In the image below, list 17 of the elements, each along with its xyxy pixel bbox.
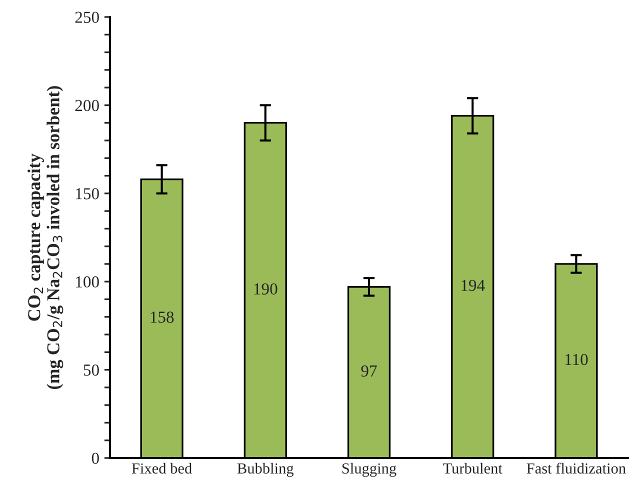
data-label: 110	[565, 354, 588, 366]
y-tick-label: 150	[76, 188, 99, 200]
y-tick-label: 50	[84, 364, 99, 376]
data-label: 190	[254, 283, 278, 295]
data-label: 158	[150, 312, 174, 323]
x-tick-label: Slugging	[342, 462, 396, 477]
y-tick-label: 250	[75, 12, 99, 23]
x-tick-label: Bubbling	[237, 462, 294, 477]
data-label: 194	[462, 280, 485, 292]
text: CO$_{2}$ capture capacity (mg CO$_{2}$/g Na$_{2}$CO$_{3}$ involed in sorbent)	[28, 86, 64, 390]
y-tick-label: 200	[75, 100, 99, 112]
y-tick-label: 0	[92, 452, 99, 464]
x-tick-label: Turbulent	[443, 462, 502, 474]
x-tick-label: Fast fluidization	[526, 462, 626, 474]
data-label: 97	[361, 365, 377, 377]
y-tick-label: 100	[76, 276, 99, 288]
x-tick-label: Fixed bed	[132, 462, 192, 474]
